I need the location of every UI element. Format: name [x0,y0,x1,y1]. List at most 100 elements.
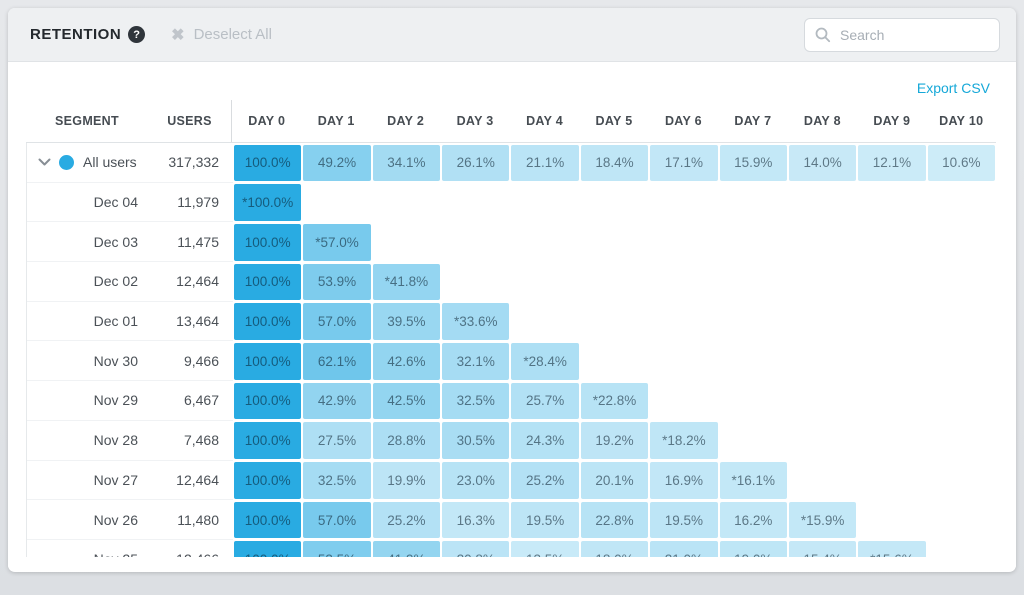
retention-cell[interactable]: 14.0% [788,143,857,183]
row-label-area: Nov 30 9,466 [27,341,233,382]
retention-cell[interactable]: *22.8% [580,381,649,421]
retention-cell[interactable]: 22.8% [580,500,649,540]
chevron-down-icon[interactable] [38,158,51,167]
retention-cell[interactable]: 34.1% [372,143,441,183]
retention-cell[interactable]: *33.6% [441,302,510,342]
retention-cell[interactable]: 15.9% [719,143,788,183]
retention-cell[interactable]: 19.5% [649,500,718,540]
retention-cell[interactable]: 100.0% [233,341,302,381]
table-row[interactable]: Nov 28 7,468 100.0% 27.5% 28.8% 30.5% 24.3% 19.… [27,421,996,461]
retention-cell[interactable]: 17.1% [649,143,718,183]
retention-cell[interactable]: *41.8% [372,262,441,302]
retention-cell[interactable]: 41.9% [372,540,441,557]
segment-cell[interactable]: Dec 02 [27,262,149,301]
retention-cell[interactable]: 100.0% [233,381,302,421]
segment-label: Dec 04 [93,194,138,211]
segment-cell[interactable]: Nov 30 [27,341,149,380]
table-row[interactable]: Nov 27 12,464 100.0% 32.5% 19.9% 23.0% 25.2% 20… [27,461,996,501]
retention-cell[interactable]: 28.8% [372,421,441,461]
retention-cell[interactable]: 20.1% [580,461,649,501]
retention-cell[interactable]: *28.4% [510,341,579,381]
retention-cell[interactable]: 100.0% [233,222,302,262]
segment-cell[interactable]: Nov 27 [27,461,149,500]
retention-cell[interactable]: 21.0% [649,540,718,557]
retention-cell[interactable]: 100.0% [233,461,302,501]
retention-cell[interactable]: 42.9% [302,381,371,421]
retention-cell[interactable]: 32.5% [302,461,371,501]
retention-cell[interactable]: 100.0% [233,262,302,302]
retention-cell[interactable]: 100.0% [233,302,302,342]
retention-cell[interactable]: 62.1% [302,341,371,381]
retention-cell[interactable]: 10.6% [927,143,996,183]
retention-cell[interactable]: 24.3% [510,421,579,461]
deselect-all-button[interactable]: ✖ Deselect All [171,25,272,45]
retention-cell[interactable]: 57.0% [302,302,371,342]
retention-cell[interactable]: 100.0% [233,143,302,183]
help-icon[interactable]: ? [128,26,146,43]
retention-cell[interactable]: *18.2% [649,421,718,461]
segment-cell[interactable]: Dec 04 [27,183,149,222]
retention-cell[interactable]: 100.0% [233,540,302,557]
retention-cell[interactable]: 27.5% [302,421,371,461]
retention-cell[interactable]: *15.9% [788,500,857,540]
retention-cell[interactable]: 39.5% [372,302,441,342]
retention-cell[interactable]: 23.0% [441,461,510,501]
retention-cell[interactable]: 20.8% [441,540,510,557]
retention-cell[interactable]: 19.9% [372,461,441,501]
retention-cell[interactable]: *15.6% [857,540,926,557]
users-count: 12,464 [176,471,219,488]
table-row[interactable]: Dec 04 11,979 *100.0% [27,183,996,223]
retention-cell[interactable]: 30.5% [441,421,510,461]
table-row[interactable]: Dec 03 11,475 100.0% *57.0% [27,222,996,263]
retention-cell[interactable]: 19.2% [580,421,649,461]
retention-cell[interactable]: *100.0% [233,183,302,223]
search-box[interactable] [804,17,1000,52]
retention-cell[interactable]: 16.9% [649,461,718,501]
retention-cell[interactable]: 12.1% [857,143,926,183]
retention-cell[interactable]: 42.6% [372,341,441,381]
retention-cell[interactable]: 18.0% [580,540,649,557]
retention-cell[interactable]: 19.5% [510,500,579,540]
retention-cell[interactable]: *16.1% [719,461,788,501]
column-header-day-3: DAY 3 [456,114,494,128]
retention-cell[interactable]: 21.1% [510,143,579,183]
retention-cell[interactable]: 53.9% [302,262,371,302]
retention-cell[interactable]: 32.1% [441,341,510,381]
segment-cell[interactable]: Dec 03 [27,222,149,261]
table-row[interactable]: Nov 26 11,480 100.0% 57.0% 25.2% 16.3% 19.5% 22… [27,500,996,540]
segment-cell[interactable]: Nov 25 [27,540,149,557]
retention-cell[interactable]: 57.0% [302,500,371,540]
retention-cell[interactable]: 53.5% [302,540,371,557]
retention-cell[interactable]: 100.0% [233,421,302,461]
table-row[interactable]: Nov 30 9,466 100.0% 62.1% 42.6% 32.1% *28.4% [27,341,996,382]
retention-cell[interactable]: 15.4% [788,540,857,557]
retention-cell[interactable]: 100.0% [233,500,302,540]
table-row[interactable]: Nov 25 12,466100.0%53.5%41.9%20.8%13.5%18… [27,540,996,557]
retention-cell[interactable]: 25.2% [372,500,441,540]
day-cells: 100.0% 27.5% 28.8% 30.5% 24.3% 19.2% *18.2% [233,421,996,461]
retention-cell[interactable]: *57.0% [302,222,371,262]
retention-cell[interactable]: 25.7% [510,381,579,421]
retention-cell[interactable]: 25.2% [510,461,579,501]
segment-cell[interactable]: Nov 28 [27,421,149,460]
retention-cell[interactable]: 13.5% [510,540,579,557]
segment-cell[interactable]: All users [27,143,149,182]
retention-cell[interactable]: 42.5% [372,381,441,421]
table-row[interactable]: Dec 02 12,464 100.0% 53.9% *41.8% [27,262,996,302]
users-count: 6,467 [183,392,219,409]
retention-cell[interactable]: 19.0% [719,540,788,557]
retention-cell[interactable]: 26.1% [441,143,510,183]
retention-cell[interactable]: 49.2% [302,143,371,183]
export-csv-link[interactable]: Export CSV [916,80,990,96]
retention-cell[interactable]: 16.2% [719,500,788,540]
retention-cell[interactable]: 16.3% [441,500,510,540]
table-row[interactable]: Dec 01 13,464 100.0% 57.0% 39.5% *33.6% [27,302,996,342]
retention-cell[interactable]: 18.4% [580,143,649,183]
search-input[interactable] [840,26,980,43]
segment-cell[interactable]: Dec 01 [27,302,149,341]
table-row[interactable]: Nov 29 6,467 100.0% 42.9% 42.5% 32.5% 25.7% *22… [27,381,996,421]
retention-cell[interactable]: 32.5% [441,381,510,421]
segment-cell[interactable]: Nov 26 [27,500,149,539]
table-row[interactable]: All users 317,332 100.0% 49.2% 34.1% 26.1% 21.… [27,143,996,183]
segment-cell[interactable]: Nov 29 [27,381,149,420]
